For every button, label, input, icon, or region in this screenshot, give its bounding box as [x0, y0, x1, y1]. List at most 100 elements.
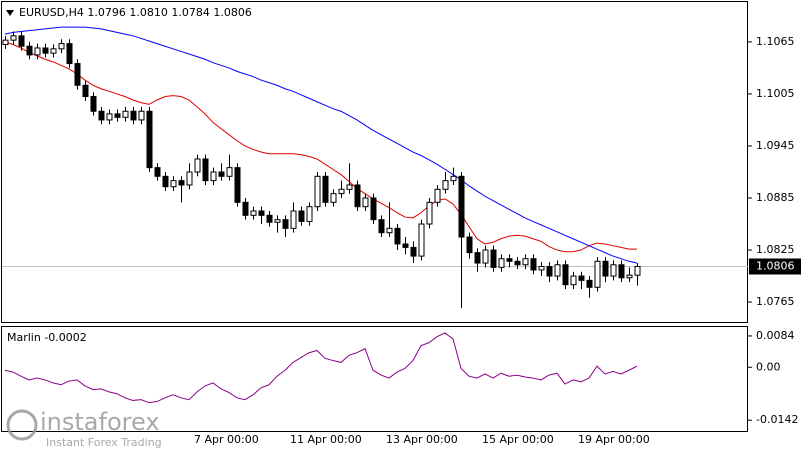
x-tick-label: 7 Apr 00:00 [194, 433, 259, 446]
panel-toggle[interactable] [6, 10, 14, 16]
candle [354, 180, 361, 211]
candle [554, 260, 561, 281]
candle-body [354, 184, 361, 208]
candle [538, 262, 545, 277]
watermark: instaforex Instant Forex Trading [6, 408, 162, 449]
candle-body [370, 197, 377, 221]
candle-body [546, 265, 553, 277]
candle [298, 206, 305, 226]
candle-body [10, 35, 17, 41]
candle-body [226, 167, 233, 177]
candle [234, 163, 241, 207]
candle [386, 202, 393, 238]
watermark-logo [6, 409, 38, 441]
candle-body [234, 167, 241, 203]
y-tick-label: 1.0945 [756, 139, 795, 152]
candle-body [170, 180, 177, 188]
y-tick-label: 1.0885 [756, 191, 795, 204]
candle-body [194, 158, 201, 173]
y-tick-label: 1.0825 [756, 243, 795, 256]
candle [282, 215, 289, 238]
candle-body [90, 96, 97, 112]
candle [402, 237, 409, 255]
candle [170, 176, 177, 192]
last-price-tag [749, 258, 801, 275]
candle-body [26, 45, 33, 56]
candle [250, 206, 257, 220]
candle [362, 193, 369, 211]
candle-body [18, 35, 25, 47]
candle-body [50, 48, 57, 54]
candle [578, 271, 585, 290]
candle-body [162, 175, 169, 188]
candle [10, 31, 17, 45]
candle-body [410, 246, 417, 257]
candle [186, 163, 193, 190]
candle-body [114, 113, 121, 118]
candle-body [554, 264, 561, 277]
candle-body [530, 258, 537, 271]
candle [266, 210, 273, 227]
candle [98, 106, 105, 125]
candle [474, 248, 481, 272]
candle-body [154, 167, 161, 177]
candle [618, 260, 625, 283]
candle [434, 184, 441, 207]
candle [490, 245, 497, 272]
candle [178, 176, 185, 203]
candle [42, 43, 49, 58]
candle-body [306, 206, 313, 222]
candle-body [586, 279, 593, 288]
candle [322, 171, 329, 207]
candle-body [426, 201, 433, 225]
candle-body [338, 188, 345, 195]
candle-body [514, 260, 521, 266]
candle [194, 154, 201, 177]
oscillator-line [4, 332, 638, 404]
candle-body [250, 210, 257, 216]
candle [202, 154, 209, 185]
candle [58, 39, 65, 54]
candle [34, 43, 41, 60]
candle [90, 92, 97, 116]
candle-body [82, 84, 89, 98]
indicator-panel [1, 326, 748, 432]
candle-body [394, 227, 401, 245]
candle-body [450, 175, 457, 182]
candle [514, 256, 521, 270]
candle-body [130, 110, 137, 121]
candle-body [258, 210, 265, 216]
y-tick-label: 1.1005 [756, 87, 795, 100]
candle [26, 41, 33, 60]
candle [290, 202, 297, 233]
candle-body [386, 227, 393, 234]
candle-body [266, 214, 273, 223]
candle [370, 193, 377, 225]
candle-body [594, 260, 601, 288]
candle-body [98, 110, 105, 121]
candle-body [66, 43, 73, 65]
candle-body [346, 184, 353, 190]
candle [258, 206, 265, 225]
y-tick-label: 1.1065 [756, 35, 795, 48]
candle-body [34, 47, 41, 56]
candle-body [106, 113, 113, 121]
candle [74, 59, 81, 90]
candle [466, 232, 473, 259]
candle-body [522, 258, 529, 266]
y-tick-label: 0.00 [756, 360, 781, 373]
watermark-name: instaforex [40, 408, 160, 436]
candle [562, 260, 569, 290]
candle-body [2, 39, 9, 45]
candle [394, 224, 401, 251]
candle-body [474, 252, 481, 264]
candle-body [138, 110, 145, 121]
candle [122, 106, 129, 122]
candle-body [466, 236, 473, 254]
y-tick-label: 0.0084 [756, 329, 795, 342]
candle [106, 109, 113, 125]
candle [442, 171, 449, 194]
candle [218, 163, 225, 181]
candle [498, 254, 505, 272]
indicator-title: Marlin -0.0002 [7, 331, 87, 344]
